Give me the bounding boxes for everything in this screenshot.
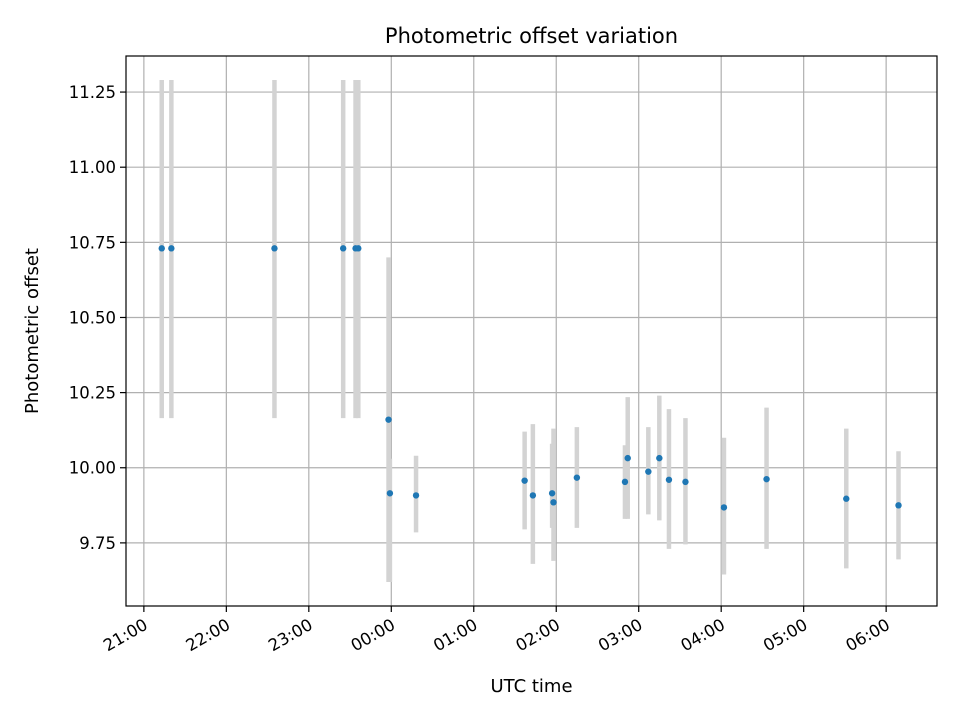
x-tick-label: 22:00: [183, 615, 234, 655]
data-point: [682, 478, 689, 486]
y-tick-label: 9.75: [79, 534, 116, 553]
x-axis-label: UTC time: [490, 676, 572, 697]
data-point: [168, 245, 175, 252]
x-tick-label: 04:00: [678, 615, 729, 655]
data-point: [339, 245, 347, 252]
y-tick-label: 11.25: [69, 83, 116, 102]
data-point: [895, 502, 902, 509]
y-tick-label: 10.50: [69, 308, 116, 327]
plot-frame: [125, 55, 938, 607]
y-tick-label: 10.75: [69, 233, 116, 252]
data-point: [720, 504, 728, 511]
y-tick-label: 11.00: [69, 158, 116, 177]
y-axis-label: Photometric offset: [22, 248, 43, 414]
data-point: [763, 475, 770, 483]
data-point: [624, 454, 631, 462]
data-point: [573, 474, 581, 481]
data-point: [645, 468, 652, 475]
x-tick-label: 03:00: [595, 615, 646, 655]
data-point: [621, 478, 629, 486]
data-point: [385, 416, 392, 423]
x-tick-label: 06:00: [842, 615, 893, 655]
data-point: [665, 476, 673, 483]
y-tick-label: 10.00: [69, 459, 116, 478]
y-tick-label: 10.25: [69, 384, 116, 403]
x-tick-label: 21:00: [100, 615, 151, 655]
x-tick-label: 05:00: [760, 615, 811, 655]
errorbar-layer: [159, 80, 901, 582]
data-point: [355, 245, 362, 252]
data-point: [412, 492, 420, 499]
x-tick-label: 01:00: [430, 615, 481, 655]
data-point: [271, 245, 278, 252]
data-point: [529, 492, 537, 499]
data-point: [550, 499, 557, 506]
point-layer: [158, 245, 902, 511]
data-point: [843, 495, 850, 502]
data-point: [548, 490, 556, 497]
data-point: [158, 245, 165, 252]
data-point: [656, 454, 663, 462]
data-point: [521, 477, 528, 484]
grid-layer: [126, 56, 937, 606]
x-tick-label: 02:00: [513, 615, 564, 655]
tick-layer: 21:00 22:00 23:00 00:00 01:00 02:00 03:00 04:00…: [69, 83, 893, 655]
data-point: [386, 490, 394, 497]
x-tick-label: 00:00: [348, 615, 399, 655]
x-tick-label: 23:00: [265, 615, 316, 655]
chart-title: Photometric offset variation: [385, 24, 678, 48]
